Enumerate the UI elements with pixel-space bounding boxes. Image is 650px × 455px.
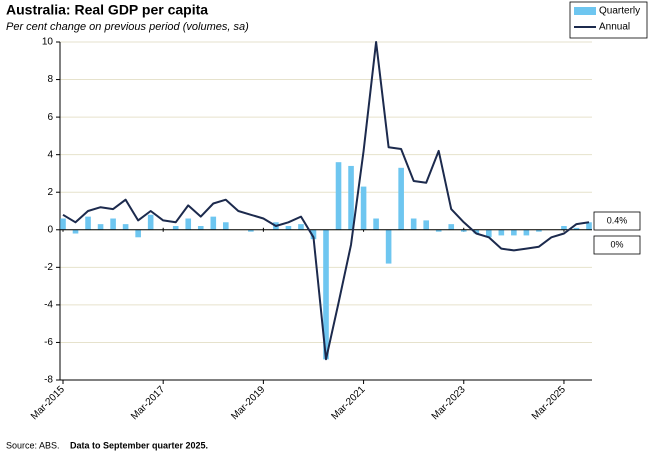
- bar: [385, 229, 392, 264]
- source-note: Data to September quarter 2025.: [70, 440, 208, 450]
- bar: [248, 229, 254, 232]
- bar: [586, 222, 592, 230]
- legend-swatch: [574, 7, 596, 15]
- legend-label: Annual: [599, 22, 630, 33]
- bar: [97, 224, 104, 230]
- bar: [473, 229, 480, 234]
- x-tick-label: Mar-2015: [29, 384, 67, 422]
- x-tick-label: Mar-2025: [530, 384, 568, 422]
- bar: [210, 216, 217, 230]
- y-tick-label: 0: [47, 224, 53, 235]
- annotation: 0%: [610, 239, 623, 249]
- y-tick-label: 10: [42, 37, 54, 48]
- bar: [60, 218, 66, 230]
- bar: [511, 229, 517, 236]
- bar: [223, 222, 229, 230]
- bar: [498, 229, 505, 236]
- y-tick-label: -6: [44, 337, 53, 348]
- x-tick-label: Mar-2017: [129, 384, 167, 422]
- bar: [460, 229, 467, 232]
- x-tick-label: Mar-2023: [430, 384, 468, 422]
- bar: [310, 229, 317, 240]
- bar: [85, 216, 91, 230]
- x-tick-label: Mar-2019: [229, 384, 267, 422]
- y-tick-label: -8: [44, 375, 53, 386]
- bar: [285, 226, 292, 230]
- bar: [398, 167, 404, 230]
- bar: [335, 162, 342, 230]
- bar: [373, 218, 379, 230]
- bar: [110, 218, 116, 230]
- annotation: 0.4%: [607, 215, 628, 225]
- bar: [323, 229, 329, 360]
- legend-label: Quarterly: [599, 6, 640, 17]
- bar: [423, 220, 429, 230]
- chart-title: Australia: Real GDP per capita: [6, 2, 208, 18]
- bar: [536, 229, 542, 232]
- y-tick-label: 2: [47, 187, 53, 198]
- bar: [435, 229, 442, 232]
- bar: [360, 186, 367, 230]
- bar: [486, 229, 492, 238]
- bar: [135, 229, 141, 238]
- bar: [561, 226, 567, 230]
- y-tick-label: -4: [44, 300, 53, 311]
- bar: [573, 227, 580, 230]
- bar: [72, 229, 79, 234]
- bar: [147, 214, 154, 230]
- bar: [448, 224, 455, 230]
- bar: [348, 165, 354, 230]
- bar: [172, 226, 179, 230]
- source: Source: ABS.: [6, 440, 60, 450]
- annotation-box: [593, 211, 641, 231]
- bar: [298, 224, 304, 230]
- x-tick-label: Mar-2021: [330, 384, 368, 422]
- y-tick-label: 6: [47, 112, 53, 123]
- y-tick-label: -2: [44, 262, 53, 273]
- y-tick-label: 8: [47, 74, 53, 85]
- y-tick-label: 4: [47, 149, 53, 160]
- bar: [185, 218, 192, 230]
- bar: [197, 226, 204, 230]
- bar: [122, 224, 129, 230]
- chart-subtitle: Per cent change on previous period (volu…: [6, 21, 249, 33]
- annotation-box: [593, 235, 641, 255]
- line: [62, 41, 590, 361]
- bar: [523, 229, 530, 236]
- bar: [410, 218, 417, 230]
